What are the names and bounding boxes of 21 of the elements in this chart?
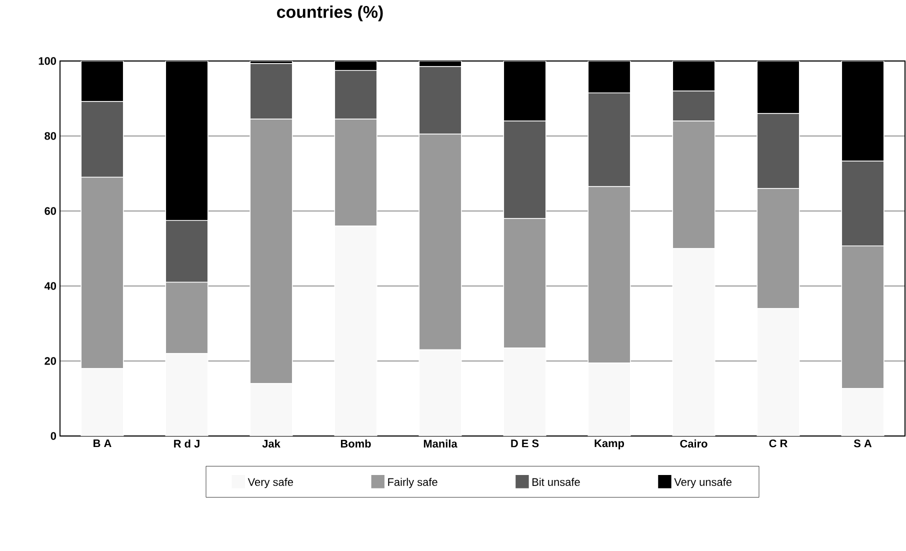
x-tick-label: Kamp xyxy=(594,440,624,450)
legend-label: Bit unsafe xyxy=(532,478,580,486)
x-tick-label: Bomb xyxy=(340,440,371,448)
legend-label: Very unsafe xyxy=(674,478,732,488)
y-tick-label: 60 xyxy=(44,207,56,215)
x-tick-label: R d J xyxy=(174,440,200,448)
legend-label: Fairly safe xyxy=(388,478,438,488)
legend-label: Very safe xyxy=(248,478,293,488)
x-tick-label: Cairo xyxy=(680,440,708,448)
y-tick-label: 100 xyxy=(38,57,56,65)
chart-title: countries (%) xyxy=(277,6,383,22)
x-tick-label: Jak xyxy=(262,440,280,448)
x-tick-label: B A xyxy=(94,440,112,448)
y-tick-label: 40 xyxy=(44,282,56,290)
x-tick-label: D E S xyxy=(511,440,539,448)
y-tick-label: 80 xyxy=(44,132,56,140)
x-tick-label: C R xyxy=(769,440,788,448)
x-tick-label: S A xyxy=(854,440,872,448)
y-tick-label: 20 xyxy=(44,357,56,365)
y-tick-label: 0 xyxy=(50,432,56,440)
x-tick-label: Manila xyxy=(424,440,458,448)
